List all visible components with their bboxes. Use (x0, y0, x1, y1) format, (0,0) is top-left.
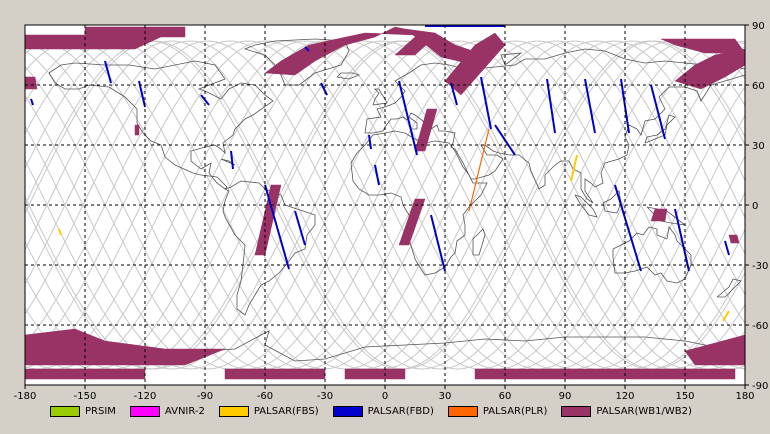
y-tick-label: -90 (752, 381, 768, 392)
wb-swaths (24, 26, 746, 380)
legend-swatch (332, 405, 363, 417)
x-tick-label: 180 (735, 391, 754, 402)
y-tick-label: -60 (752, 321, 768, 332)
y-tick-label: 0 (752, 201, 758, 212)
legend-item: PALSAR(WB1/WB2) (561, 405, 692, 417)
y-tick-label: -30 (752, 261, 768, 272)
legend-item: PALSAR(FBS) (218, 405, 319, 417)
axis-ticks: -180 -150 -120 -90 -60 -30 0 30 60 90 120 150 180 90 6… (14, 21, 769, 402)
x-tick-label: -60 (257, 391, 273, 402)
fbs-track (722, 310, 730, 322)
wb-swath (398, 198, 426, 246)
fbd-track (264, 184, 290, 270)
fbs-track (58, 228, 62, 236)
fbd-track (584, 78, 596, 134)
legend-item: AVNIR-2 (129, 405, 205, 417)
coastline (716, 278, 742, 298)
coastline (350, 130, 488, 276)
legend-label: PRSIM (85, 405, 116, 417)
y-tick-label: 90 (752, 21, 765, 32)
fbd-track (230, 150, 234, 170)
x-tick-label: 150 (675, 391, 694, 402)
legend-label: PALSAR(WB1/WB2) (596, 405, 692, 417)
fbd-track (724, 240, 730, 256)
fbd-track (30, 98, 34, 106)
legend-item: PALSAR(PLR) (447, 405, 548, 417)
fbs-track (570, 154, 578, 182)
fbd-track (546, 78, 556, 134)
fbd-track (674, 208, 690, 272)
coastline (500, 52, 523, 66)
wb-swath (414, 108, 438, 152)
fbd-track (104, 60, 112, 84)
wb-swath (224, 368, 326, 380)
legend-swatch (129, 405, 160, 417)
fbd-track (374, 164, 380, 186)
x-tick-label: 0 (382, 391, 388, 402)
fbd-track (650, 84, 666, 140)
legend-item: PALSAR(FBD) (332, 405, 434, 417)
coastline (336, 72, 361, 80)
plr-track (468, 128, 490, 212)
fbd-track (294, 210, 306, 246)
x-tick-label: 90 (559, 391, 572, 402)
fbd-track (614, 184, 642, 272)
wb-swath (650, 208, 668, 222)
y-tick-label: 60 (752, 81, 765, 92)
y-tick-label: 30 (752, 141, 765, 152)
legend-swatch (561, 405, 592, 417)
fbd-track (368, 134, 372, 150)
wb-swath (264, 26, 416, 76)
legend-label: PALSAR(FBD) (367, 405, 434, 417)
coastline (222, 180, 316, 316)
x-tick-label: -90 (197, 391, 213, 402)
x-tick-label: -150 (74, 391, 97, 402)
coastline (612, 226, 692, 284)
coastline (574, 194, 598, 218)
x-tick-label: 60 (499, 391, 512, 402)
wb-swath (24, 76, 38, 90)
x-tick-label: 120 (615, 391, 634, 402)
legend-label: PALSAR(PLR) (482, 405, 548, 417)
fbd-track (450, 82, 458, 106)
x-tick-label: -120 (134, 391, 157, 402)
legend-swatch (447, 405, 478, 417)
wb-swath (344, 368, 406, 380)
fbd-track (480, 76, 492, 130)
coastline (364, 48, 746, 204)
legend-label: AVNIR-2 (164, 405, 205, 417)
wb-swath (134, 124, 140, 136)
wb-swath (474, 368, 736, 380)
wb-swath (394, 36, 436, 56)
wb-swath (84, 26, 186, 38)
coastline (243, 38, 350, 86)
grid-lines (25, 25, 745, 385)
fbd-track (430, 214, 446, 272)
x-tick-label: 30 (439, 391, 452, 402)
coastline (372, 88, 388, 106)
coastline (644, 114, 676, 144)
fbd-track (304, 46, 310, 52)
legend-swatch (218, 405, 249, 417)
fbd-track (398, 80, 418, 156)
x-tick-label: -30 (317, 391, 333, 402)
coastline (472, 228, 486, 256)
legend-swatch (50, 405, 80, 417)
legend-label: PALSAR(FBS) (253, 405, 319, 417)
legend: PRSIM AVNIR-2 PALSAR(FBS) PALSAR(FBD) PALSAR… (50, 403, 692, 419)
legend-item: PRSIM (50, 405, 116, 417)
wb-swath (728, 234, 740, 244)
x-tick-label: -180 (14, 391, 37, 402)
